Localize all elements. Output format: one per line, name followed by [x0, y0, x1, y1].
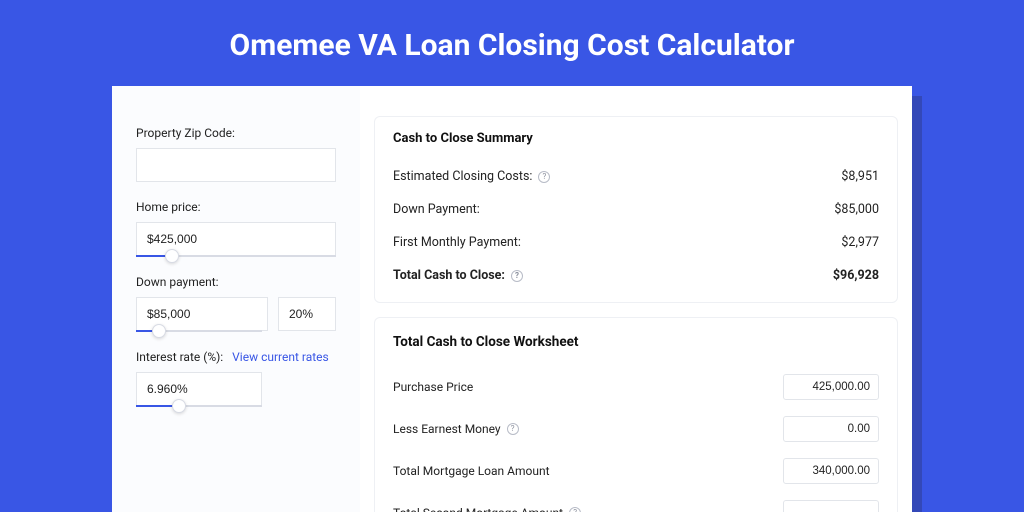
summary-card: Cash to Close Summary Estimated Closing …	[374, 116, 898, 303]
worksheet-title: Total Cash to Close Worksheet	[393, 334, 879, 350]
zip-input[interactable]	[136, 148, 336, 182]
inputs-column: Property Zip Code: Home price: Down paym…	[112, 86, 360, 512]
help-icon[interactable]: ?	[511, 270, 523, 282]
summary-title: Cash to Close Summary	[393, 131, 879, 146]
worksheet-row-purchase-price: Purchase Price	[393, 366, 879, 408]
interest-rate-field-group: Interest rate (%): View current rates	[136, 350, 336, 407]
results-column: Cash to Close Summary Estimated Closing …	[360, 86, 912, 512]
worksheet-input-mortgage-amount[interactable]	[783, 458, 879, 484]
worksheet-label-mortgage-amount: Total Mortgage Loan Amount	[393, 464, 550, 478]
interest-rate-slider[interactable]	[136, 405, 262, 407]
home-price-label: Home price:	[136, 200, 336, 214]
view-current-rates-link[interactable]: View current rates	[232, 350, 329, 364]
worksheet-row-second-mortgage: Total Second Mortgage Amount ?	[393, 492, 879, 512]
page-title: Omemee VA Loan Closing Cost Calculator	[0, 0, 1024, 85]
summary-label-total: Total Cash to Close:	[393, 268, 505, 283]
help-icon[interactable]: ?	[538, 171, 550, 183]
summary-row-down-payment: Down Payment: $85,000	[393, 193, 879, 226]
worksheet-input-earnest-money[interactable]	[783, 416, 879, 442]
down-payment-slider-thumb[interactable]	[152, 324, 166, 338]
worksheet-label-earnest-money: Less Earnest Money	[393, 422, 501, 436]
home-price-slider-thumb[interactable]	[165, 249, 179, 263]
summary-row-first-payment: First Monthly Payment: $2,977	[393, 226, 879, 259]
help-icon[interactable]: ?	[569, 507, 581, 512]
interest-rate-slider-thumb[interactable]	[172, 399, 186, 413]
summary-value-first-payment: $2,977	[841, 235, 879, 250]
zip-label: Property Zip Code:	[136, 126, 336, 140]
summary-value-total: $96,928	[833, 268, 879, 283]
down-payment-slider[interactable]	[136, 330, 262, 332]
down-payment-pct-input[interactable]	[278, 297, 336, 331]
summary-row-total: Total Cash to Close: ? $96,928	[393, 259, 879, 292]
interest-rate-label: Interest rate (%):	[136, 350, 223, 364]
worksheet-label-purchase-price: Purchase Price	[393, 380, 473, 394]
worksheet-label-second-mortgage: Total Second Mortgage Amount	[393, 506, 563, 512]
summary-label-down-payment: Down Payment:	[393, 202, 480, 217]
summary-row-closing-costs: Estimated Closing Costs: ? $8,951	[393, 160, 879, 193]
worksheet-input-purchase-price[interactable]	[783, 374, 879, 400]
worksheet-card: Total Cash to Close Worksheet Purchase P…	[374, 317, 898, 512]
help-icon[interactable]: ?	[507, 423, 519, 435]
down-payment-label: Down payment:	[136, 275, 336, 289]
summary-value-down-payment: $85,000	[834, 202, 879, 217]
zip-field-group: Property Zip Code:	[136, 126, 336, 182]
summary-label-first-payment: First Monthly Payment:	[393, 235, 521, 250]
home-price-slider[interactable]	[136, 255, 336, 257]
summary-value-closing-costs: $8,951	[841, 169, 879, 184]
calculator-frame: Property Zip Code: Home price: Down paym…	[112, 86, 912, 512]
worksheet-row-mortgage-amount: Total Mortgage Loan Amount	[393, 450, 879, 492]
interest-rate-input[interactable]	[136, 372, 262, 406]
worksheet-row-earnest-money: Less Earnest Money ?	[393, 408, 879, 450]
summary-label-closing-costs: Estimated Closing Costs:	[393, 169, 532, 184]
down-payment-field-group: Down payment:	[136, 275, 336, 332]
worksheet-input-second-mortgage[interactable]	[783, 500, 879, 512]
home-price-field-group: Home price:	[136, 200, 336, 257]
